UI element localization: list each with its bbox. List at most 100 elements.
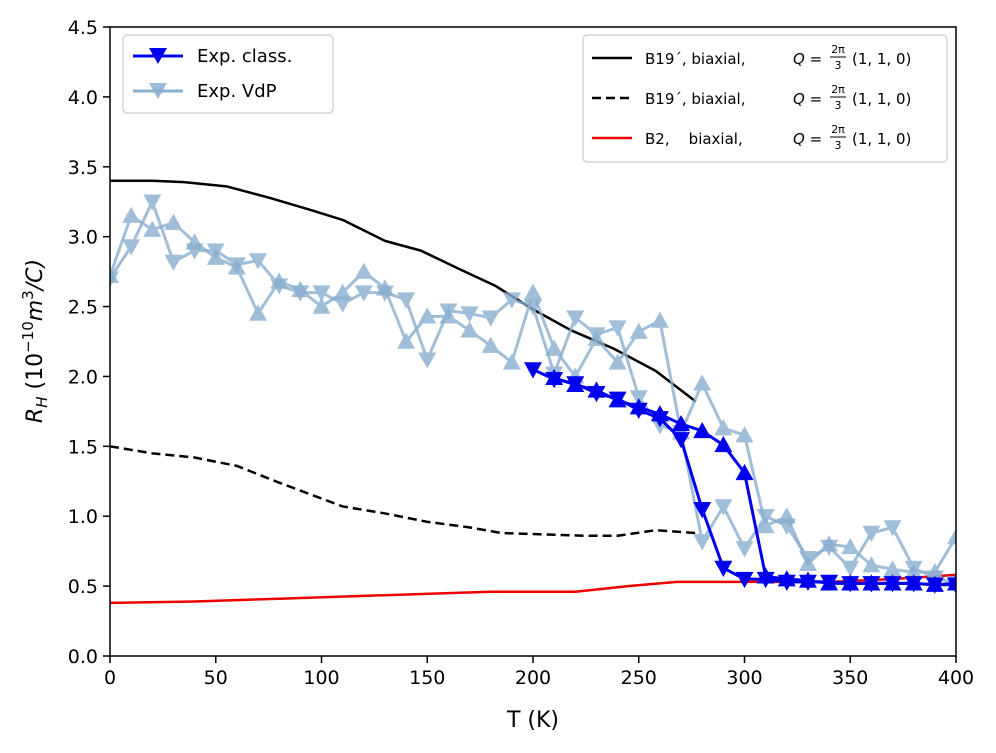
data-point [756, 567, 775, 584]
data-point [333, 296, 352, 313]
data-point [375, 279, 394, 296]
legend-label-exp-class: Exp. class. [197, 46, 292, 67]
data-point [841, 560, 860, 577]
data-point [545, 339, 564, 356]
legend-right-box [582, 34, 948, 163]
data-point [841, 537, 860, 555]
legend-frac-num-b19-solid: 2π [831, 43, 845, 56]
data-point [502, 292, 521, 309]
data-point [545, 368, 564, 386]
data-point [587, 381, 606, 398]
y-axis: 0.0 0.5 1.0 1.5 2.0 2.5 3.0 3.5 4.0 4.5 [68, 17, 110, 668]
data-point [291, 280, 310, 297]
data-point [629, 398, 648, 415]
series-4 [110, 206, 956, 580]
data-point [164, 254, 183, 271]
data-point [777, 570, 796, 587]
series-6 [545, 368, 956, 592]
series-line [110, 445, 696, 538]
data-point [756, 517, 775, 534]
legend-label-b19-dashed: B19´, biaxial, [645, 90, 745, 108]
legend-label-b2: B2, biaxial, [645, 130, 743, 148]
legend-item-b19-dashed: B19´, biaxial, Q = 2π 3 (1, 1, 0) [592, 83, 911, 112]
data-point [714, 499, 733, 516]
legend-vec-b19-solid: (1, 1, 0) [852, 50, 911, 68]
legend-right: B19´, biaxial, Q = 2π 3 (1, 1, 0) B19´, … [582, 34, 948, 163]
legend-item-exp-class: Exp. class. [133, 46, 292, 67]
data-point [820, 574, 839, 591]
y-tick-label: 1.0 [68, 506, 98, 528]
data-point [206, 248, 225, 265]
legend-label-b19-solid: B19´, biaxial, [645, 50, 745, 68]
legend-q-b2: Q = [793, 130, 822, 148]
legend-q-b19-solid: Q = [793, 50, 822, 68]
data-point [862, 525, 881, 542]
data-point [312, 297, 331, 314]
legend-item-b19-solid: B19´, biaxial, Q = 2π 3 (1, 1, 0) [592, 43, 911, 72]
data-point [883, 574, 902, 591]
data-point [439, 307, 458, 324]
legend-frac-den-b19-solid: 3 [835, 59, 842, 72]
data-point [333, 283, 352, 300]
x-tick-label: 150 [409, 667, 445, 689]
y-tick-label: 3.5 [68, 157, 98, 179]
y-label-open: (10 [23, 353, 48, 397]
data-point [947, 574, 956, 591]
data-point [249, 253, 268, 270]
data-point [122, 206, 141, 223]
legend-marker-exp-class [149, 48, 167, 64]
data-point [164, 213, 183, 230]
y-tick-label: 2.0 [68, 366, 98, 388]
data-point [312, 285, 331, 302]
data-point [650, 311, 669, 328]
y-label-mid: m [23, 300, 48, 321]
legend-frac-num-b2: 2π [831, 123, 845, 136]
data-point [714, 435, 733, 453]
data-point [672, 432, 691, 449]
legend-frac-num-b19-dashed: 2π [831, 83, 845, 96]
data-point [862, 574, 881, 591]
data-point [397, 332, 416, 349]
data-point [629, 322, 648, 339]
data-point [608, 320, 627, 337]
data-point [735, 541, 754, 558]
legend-vec-b19-dashed: (1, 1, 0) [852, 90, 911, 108]
data-point [354, 262, 373, 279]
x-tick-label: 400 [938, 667, 974, 689]
data-point [418, 307, 437, 324]
y-tick-label: 3.0 [68, 227, 98, 249]
data-point [143, 220, 162, 237]
y-label-exp1: −10 [19, 321, 37, 353]
data-point [249, 304, 268, 321]
data-point [714, 560, 733, 577]
y-label-close: /C) [23, 259, 48, 292]
data-point [904, 563, 923, 580]
x-tick-label: 350 [832, 667, 868, 689]
x-tick-label: 0 [104, 667, 116, 689]
legend-label-exp-vdp: Exp. VdP [197, 81, 277, 102]
data-point [481, 336, 500, 353]
data-point [481, 310, 500, 327]
data-point [947, 528, 956, 545]
data-point [650, 405, 669, 422]
x-tick-label: 200 [515, 667, 551, 689]
data-point [798, 571, 817, 588]
data-point [227, 258, 246, 275]
data-point [693, 374, 712, 391]
y-tick-label: 4.5 [68, 17, 98, 39]
x-axis: 0 50 100 150 200 250 300 350 400 [104, 656, 974, 689]
data-point [185, 233, 204, 250]
y-label-exp2: 3 [19, 290, 37, 300]
y-tick-label: 4.0 [68, 87, 98, 109]
y-label-sub: H [33, 397, 51, 408]
data-point [735, 571, 754, 589]
data-point [354, 285, 373, 302]
data-point [925, 563, 944, 580]
legend-item-exp-vdp: Exp. VdP [133, 81, 277, 102]
y-axis-label: RH (10−10m3/C) [19, 259, 51, 423]
data-point [566, 375, 585, 393]
data-point [587, 329, 606, 346]
series-layer [110, 179, 956, 605]
legend-q-b19-dashed: Q = [793, 90, 822, 108]
